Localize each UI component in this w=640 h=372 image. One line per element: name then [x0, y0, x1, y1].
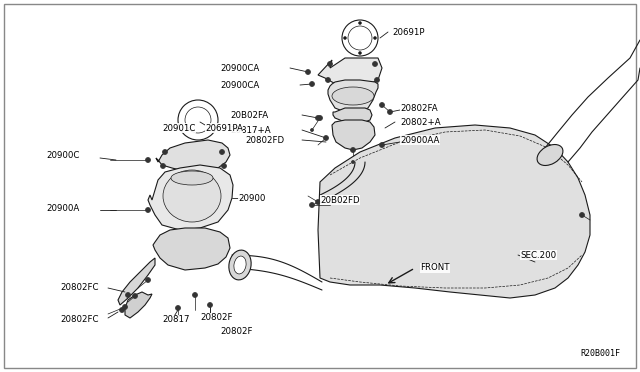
Ellipse shape: [171, 171, 213, 185]
Circle shape: [348, 26, 372, 50]
Circle shape: [122, 305, 127, 310]
Text: 20802F: 20802F: [200, 314, 232, 323]
Circle shape: [380, 103, 385, 108]
Circle shape: [161, 164, 166, 169]
Text: 20900CA: 20900CA: [220, 80, 259, 90]
Circle shape: [326, 77, 330, 83]
Text: 20802FA: 20802FA: [400, 103, 438, 112]
Polygon shape: [118, 258, 155, 305]
Text: FRONT: FRONT: [420, 263, 449, 273]
Circle shape: [372, 61, 378, 67]
Text: 20691P: 20691P: [392, 28, 424, 36]
Circle shape: [220, 150, 225, 154]
Circle shape: [145, 157, 150, 163]
Circle shape: [374, 36, 376, 39]
Circle shape: [351, 160, 355, 164]
Circle shape: [193, 292, 198, 298]
Circle shape: [185, 107, 211, 133]
Polygon shape: [125, 292, 152, 318]
Polygon shape: [153, 228, 230, 270]
Circle shape: [316, 115, 321, 121]
Circle shape: [310, 128, 314, 131]
Circle shape: [351, 148, 355, 153]
Circle shape: [317, 115, 323, 121]
Circle shape: [358, 22, 362, 25]
Circle shape: [163, 150, 168, 154]
Circle shape: [316, 199, 321, 205]
Text: 20900C: 20900C: [46, 151, 79, 160]
Text: 20802F: 20802F: [220, 327, 253, 337]
Circle shape: [380, 142, 385, 148]
Circle shape: [145, 278, 150, 282]
Ellipse shape: [332, 87, 374, 105]
Circle shape: [323, 135, 328, 141]
Ellipse shape: [234, 256, 246, 274]
Text: 20802+A: 20802+A: [400, 118, 440, 126]
Polygon shape: [333, 108, 372, 122]
Circle shape: [374, 77, 380, 83]
Circle shape: [175, 305, 180, 311]
Polygon shape: [148, 165, 233, 230]
Text: 20802FC: 20802FC: [60, 315, 99, 324]
Polygon shape: [328, 80, 378, 112]
Circle shape: [305, 70, 310, 74]
Polygon shape: [318, 58, 382, 88]
Polygon shape: [332, 120, 375, 150]
Circle shape: [387, 109, 392, 115]
Circle shape: [579, 212, 584, 218]
Circle shape: [344, 36, 346, 39]
Text: 20802FC: 20802FC: [60, 283, 99, 292]
Text: 20900CA: 20900CA: [220, 64, 259, 73]
Text: 20B02FD: 20B02FD: [320, 196, 360, 205]
Circle shape: [221, 164, 227, 169]
Text: 20900: 20900: [238, 193, 266, 202]
Text: 20802FD: 20802FD: [245, 135, 284, 144]
Circle shape: [207, 302, 212, 308]
Text: 20901C: 20901C: [162, 124, 195, 132]
Text: 20817+A: 20817+A: [230, 125, 271, 135]
Circle shape: [342, 20, 378, 56]
Polygon shape: [156, 140, 230, 172]
Circle shape: [358, 51, 362, 55]
Circle shape: [120, 308, 125, 312]
Text: 20900A: 20900A: [46, 203, 79, 212]
Ellipse shape: [537, 145, 563, 166]
Ellipse shape: [163, 170, 221, 222]
Text: 20691PA: 20691PA: [205, 124, 243, 132]
Circle shape: [178, 100, 218, 140]
Text: 20817: 20817: [162, 315, 189, 324]
Text: R20B001F: R20B001F: [580, 349, 620, 358]
Circle shape: [125, 292, 131, 298]
Text: 20900AA: 20900AA: [400, 135, 440, 144]
Circle shape: [310, 202, 314, 208]
Circle shape: [132, 294, 138, 298]
Circle shape: [310, 81, 314, 87]
Circle shape: [328, 61, 333, 67]
Text: 20B02FA: 20B02FA: [230, 110, 268, 119]
Polygon shape: [318, 125, 590, 298]
Text: SEC.200: SEC.200: [520, 250, 556, 260]
Circle shape: [145, 208, 150, 212]
Ellipse shape: [229, 250, 251, 280]
